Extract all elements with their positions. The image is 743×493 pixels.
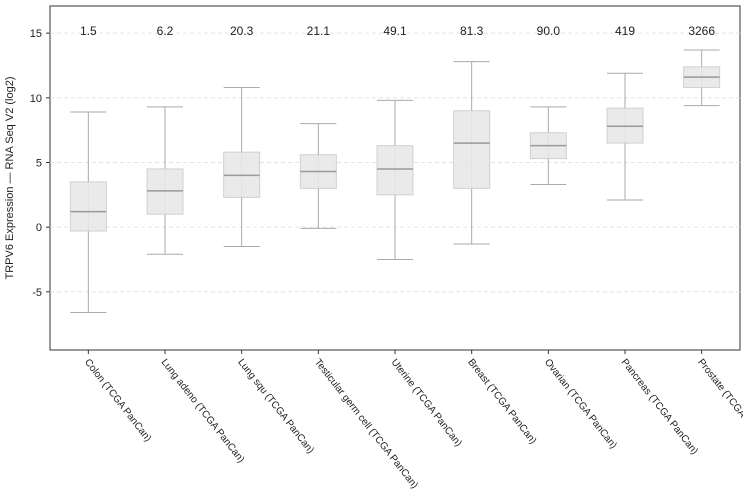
x-tick-label: Lung adeno (TCGA PanCan): [159, 357, 247, 465]
annotation: 21.1: [307, 24, 331, 38]
y-axis-label: TRPV6 Expression — RNA Seq V2 (log2): [4, 77, 16, 280]
box: [453, 110, 491, 189]
annotation: 90.0: [537, 24, 561, 38]
x-tick-label: Uterine (TCGA PanCan): [389, 357, 464, 449]
annotation: 1.5: [80, 24, 97, 38]
y-tick-label: 5: [36, 157, 42, 169]
annotation: 20.3: [230, 24, 254, 38]
x-tick-label: Prostate (TCGA PanCan): [695, 357, 743, 453]
x-tick-label: Ovarian (TCGA PanCan): [542, 357, 619, 451]
annotation: 3266: [688, 24, 715, 38]
box: [376, 145, 414, 196]
annotation: 49.1: [383, 24, 407, 38]
x-tick-label: Breast (TCGA PanCan): [465, 357, 538, 446]
x-tick-label: Colon (TCGA PanCan): [82, 357, 153, 444]
y-tick-label: -5: [32, 287, 42, 299]
y-tick-label: 0: [36, 222, 42, 234]
y-tick-label: 10: [30, 93, 42, 105]
annotation: 419: [615, 24, 635, 38]
x-tick-label: Lung squ (TCGA PanCan): [235, 357, 316, 456]
annotation: 6.2: [157, 24, 174, 38]
y-tick-label: 15: [30, 28, 42, 40]
x-tick-label: Pancreas (TCGA PanCan): [619, 357, 700, 457]
box: [69, 181, 107, 232]
annotation: 81.3: [460, 24, 484, 38]
